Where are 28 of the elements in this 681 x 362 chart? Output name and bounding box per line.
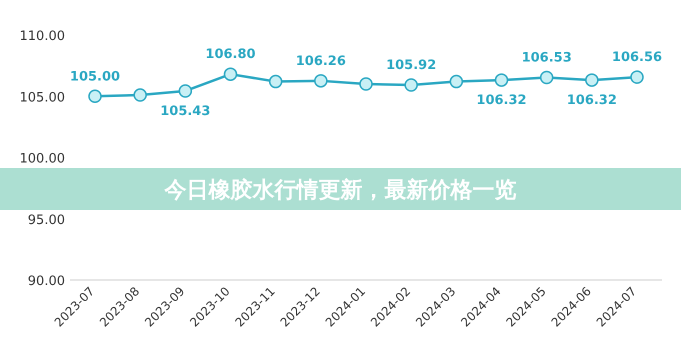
y-tick-label: 90.00 bbox=[28, 274, 65, 289]
point bbox=[630, 70, 644, 84]
y-tick-label: 105.00 bbox=[20, 90, 65, 106]
point bbox=[494, 73, 508, 87]
point bbox=[450, 74, 464, 88]
point bbox=[585, 73, 599, 87]
point bbox=[540, 70, 554, 84]
data-label: 106.32 bbox=[566, 93, 617, 108]
data-label: 106.32 bbox=[476, 93, 527, 108]
y-tick-label: 95.00 bbox=[28, 212, 65, 228]
data-label: 105.43 bbox=[160, 104, 210, 119]
data-label: 106.56 bbox=[612, 50, 662, 66]
data-label: 106.26 bbox=[296, 54, 346, 69]
y-tick-label: 110.00 bbox=[20, 29, 65, 44]
data-label: 105.00 bbox=[70, 69, 120, 84]
point bbox=[404, 78, 418, 92]
data-label: 106.80 bbox=[205, 47, 256, 62]
data-label: 106.53 bbox=[522, 50, 572, 66]
point bbox=[359, 77, 373, 91]
text: 今日橡胶水行情更新，最新价格一览 bbox=[164, 177, 516, 203]
data-label: 105.92 bbox=[386, 58, 436, 73]
point bbox=[224, 67, 238, 81]
point bbox=[314, 74, 328, 88]
point bbox=[268, 74, 282, 88]
point bbox=[178, 84, 192, 98]
point bbox=[133, 88, 147, 102]
y-tick-label: 100.00 bbox=[20, 152, 65, 166]
point bbox=[88, 90, 102, 103]
